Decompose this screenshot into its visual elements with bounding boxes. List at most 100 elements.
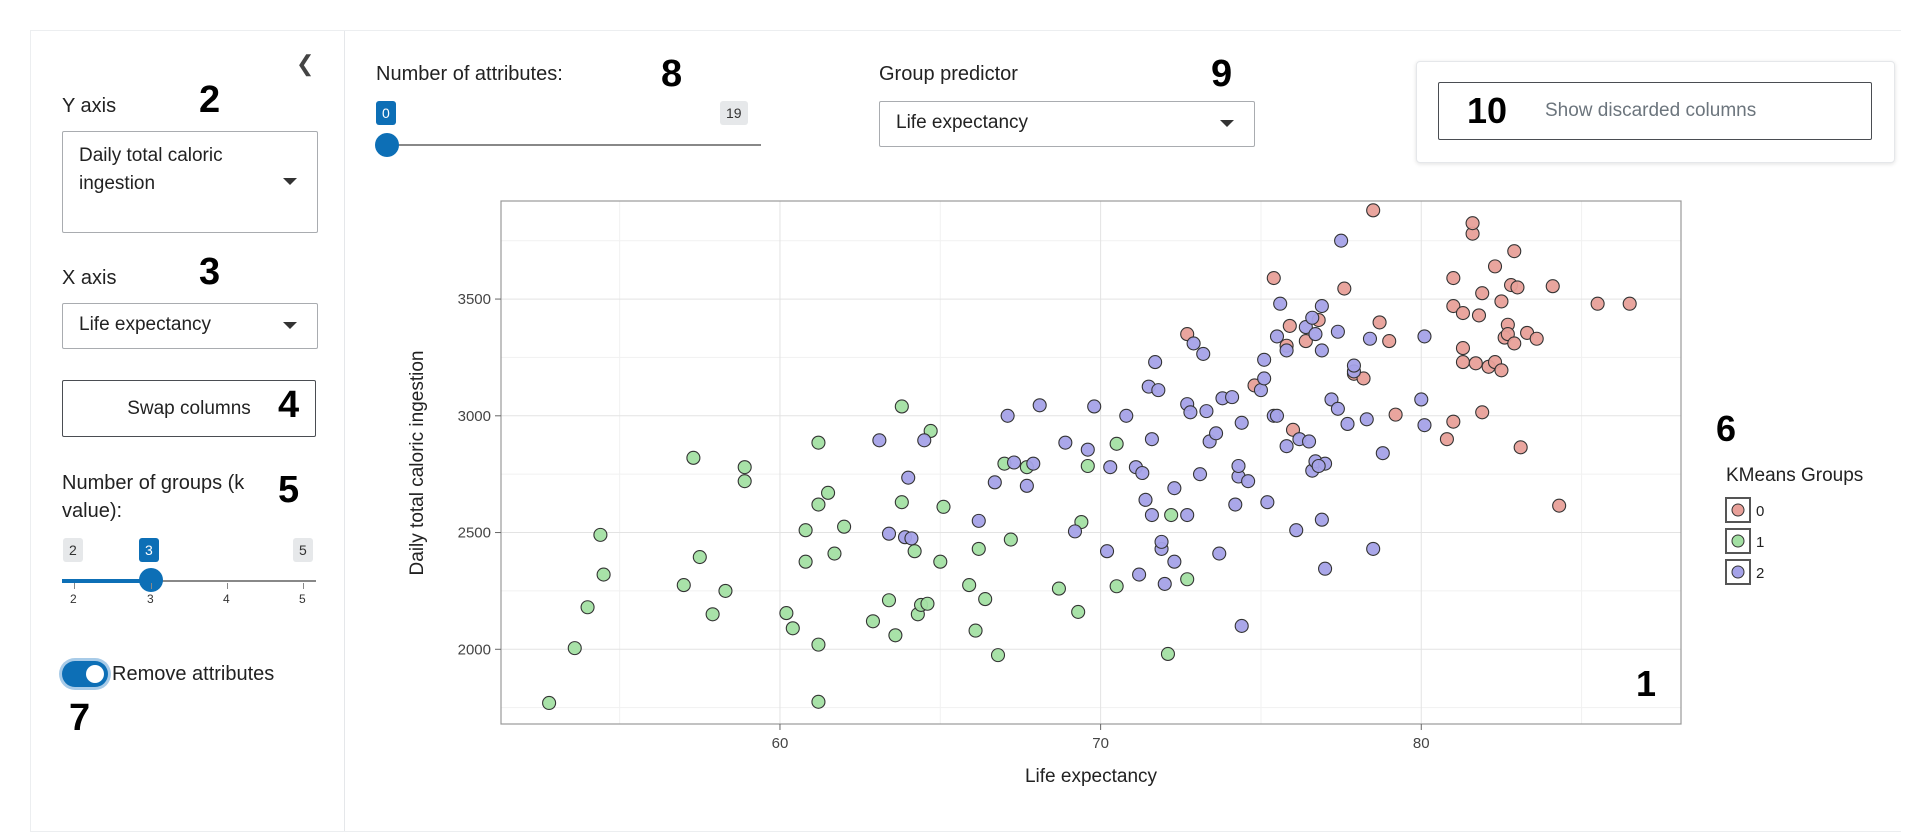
data-point-group-1 bbox=[785, 621, 800, 636]
y-axis-value: Daily total caloric ingestion bbox=[79, 145, 223, 194]
x-axis-value: Life expectancy bbox=[79, 314, 212, 335]
data-point-group-0 bbox=[1446, 414, 1461, 429]
data-point-group-1 bbox=[718, 583, 733, 598]
data-point-group-2 bbox=[1006, 455, 1022, 470]
data-point-group-2 bbox=[1196, 346, 1211, 361]
groups-label: Number of groups (k value): bbox=[62, 472, 245, 522]
data-point-group-0 bbox=[1507, 244, 1522, 259]
y-axis-select[interactable]: Daily total caloric ingestion bbox=[62, 131, 318, 233]
group-predictor-select[interactable]: Life expectancy bbox=[879, 101, 1255, 147]
data-point-group-0 bbox=[1529, 331, 1544, 346]
marker-2: 2 bbox=[199, 79, 221, 121]
data-point-group-2 bbox=[1308, 327, 1323, 342]
y-axis-title: Daily total caloric ingestion bbox=[407, 351, 428, 576]
data-point-group-1 bbox=[865, 614, 881, 629]
data-point-group-2 bbox=[1417, 329, 1432, 344]
data-point-group-2 bbox=[1375, 446, 1390, 461]
attributes-value-label: 0 bbox=[376, 101, 396, 125]
data-point-group-0 bbox=[1510, 280, 1525, 295]
show-discarded-columns-button[interactable]: 10 Show discarded columns bbox=[1438, 82, 1872, 140]
data-point-group-2 bbox=[1228, 497, 1243, 512]
data-point-group-0 bbox=[1487, 259, 1503, 274]
data-point-group-1 bbox=[811, 497, 826, 512]
data-point-group-0 bbox=[1455, 355, 1471, 370]
data-point-group-1 bbox=[907, 544, 922, 559]
data-point-group-0 bbox=[1494, 363, 1509, 378]
slider-tick-label: 3 bbox=[147, 592, 154, 606]
remove-attributes-toggle[interactable] bbox=[62, 661, 108, 687]
data-point-group-2 bbox=[1058, 435, 1073, 450]
data-point-group-1 bbox=[811, 694, 826, 709]
data-point-group-2 bbox=[987, 475, 1002, 490]
data-point-group-2 bbox=[1067, 524, 1083, 539]
legend-symbol bbox=[1731, 503, 1745, 517]
data-point-group-2 bbox=[872, 433, 887, 448]
x-axis-select[interactable]: Life expectancy bbox=[62, 303, 318, 349]
group-predictor-label: Group predictor bbox=[879, 63, 1018, 85]
data-point-group-2 bbox=[1135, 465, 1150, 481]
data-point-group-1 bbox=[705, 607, 720, 622]
data-point-group-1 bbox=[920, 596, 935, 611]
data-point-group-2 bbox=[881, 526, 897, 541]
data-point-group-0 bbox=[1475, 405, 1490, 420]
data-point-group-0 bbox=[1266, 270, 1281, 286]
data-point-group-1 bbox=[827, 546, 842, 561]
data-point-group-2 bbox=[1167, 481, 1182, 496]
data-point-group-2 bbox=[1192, 467, 1208, 482]
data-point-group-2 bbox=[1199, 404, 1214, 419]
marker-9: 9 bbox=[1211, 53, 1233, 95]
slider-handle[interactable] bbox=[375, 133, 399, 157]
data-point-group-2 bbox=[1414, 392, 1429, 407]
data-point-group-2 bbox=[1151, 383, 1166, 398]
slider-fill bbox=[62, 579, 151, 583]
data-point-group-0 bbox=[1465, 216, 1480, 231]
x-axis-label: X axis bbox=[62, 267, 117, 289]
data-point-group-1 bbox=[596, 567, 611, 582]
data-point-group-2 bbox=[971, 513, 986, 528]
collapse-sidebar-icon[interactable]: ❮ bbox=[296, 51, 315, 76]
data-point-group-2 bbox=[1273, 296, 1288, 311]
data-point-group-1 bbox=[1180, 572, 1195, 587]
data-point-group-0 bbox=[1446, 270, 1461, 286]
slider-track bbox=[62, 580, 316, 582]
data-point-group-1 bbox=[821, 485, 836, 500]
data-point-group-2 bbox=[1154, 534, 1169, 549]
data-point-group-2 bbox=[1311, 458, 1326, 474]
swap-columns-button[interactable]: Swap columns bbox=[62, 380, 316, 437]
data-point-group-2 bbox=[1148, 355, 1163, 370]
data-point-group-1 bbox=[894, 399, 909, 414]
data-point-group-2 bbox=[1234, 618, 1249, 633]
data-point-group-2 bbox=[1330, 324, 1345, 339]
data-point-group-2 bbox=[1157, 576, 1172, 591]
data-point-group-2 bbox=[1330, 401, 1345, 416]
marker-10: 10 bbox=[1467, 90, 1508, 131]
data-point-group-2 bbox=[1289, 523, 1304, 538]
data-point-group-0 bbox=[1388, 407, 1403, 422]
y-axis-ticks: 2000 2500 3000 3500 bbox=[458, 291, 501, 658]
data-point-group-1 bbox=[542, 695, 557, 711]
data-point-group-2 bbox=[1334, 233, 1349, 248]
data-point-group-0 bbox=[1298, 334, 1313, 349]
slider-tick-label: 4 bbox=[223, 592, 230, 606]
data-point-group-2 bbox=[1417, 418, 1432, 433]
data-point-group-1 bbox=[936, 499, 951, 514]
data-point-group-2 bbox=[1000, 408, 1015, 423]
show-discarded-columns-label: Show discarded columns bbox=[1545, 100, 1757, 121]
x-axis-ticks: 60 70 80 bbox=[772, 724, 1430, 752]
data-point-group-1 bbox=[968, 623, 983, 638]
slider-tick-label: 5 bbox=[299, 592, 306, 606]
data-point-group-2 bbox=[1362, 331, 1378, 346]
data-point-group-2 bbox=[1359, 412, 1374, 427]
data-point-group-2 bbox=[1231, 458, 1246, 474]
marker-7: 7 bbox=[69, 697, 91, 739]
remove-attributes-label: Remove attributes bbox=[112, 663, 275, 685]
data-point-group-0 bbox=[1468, 356, 1483, 371]
data-point-group-2 bbox=[917, 433, 932, 448]
data-point-group-1 bbox=[580, 600, 595, 615]
slider-tick bbox=[74, 583, 75, 589]
data-point-group-2 bbox=[1301, 434, 1317, 449]
slider-tick bbox=[151, 583, 152, 589]
data-point-group-2 bbox=[1346, 358, 1361, 373]
data-point-group-1 bbox=[971, 541, 986, 556]
